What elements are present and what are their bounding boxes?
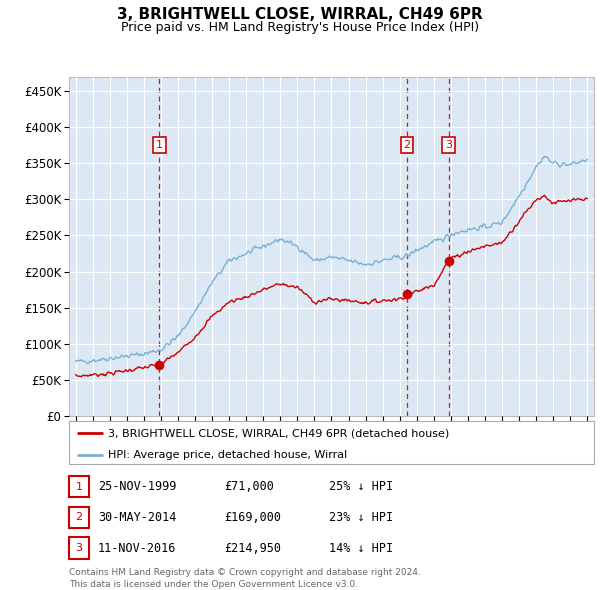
Text: 30-MAY-2014: 30-MAY-2014	[98, 511, 176, 524]
Text: £214,950: £214,950	[224, 542, 281, 555]
Text: £169,000: £169,000	[224, 511, 281, 524]
Text: 3, BRIGHTWELL CLOSE, WIRRAL, CH49 6PR: 3, BRIGHTWELL CLOSE, WIRRAL, CH49 6PR	[117, 7, 483, 22]
Text: 2: 2	[403, 140, 410, 150]
Text: Contains HM Land Registry data © Crown copyright and database right 2024.
This d: Contains HM Land Registry data © Crown c…	[69, 568, 421, 589]
Text: Price paid vs. HM Land Registry's House Price Index (HPI): Price paid vs. HM Land Registry's House …	[121, 21, 479, 34]
Text: 3, BRIGHTWELL CLOSE, WIRRAL, CH49 6PR (detached house): 3, BRIGHTWELL CLOSE, WIRRAL, CH49 6PR (d…	[109, 428, 449, 438]
Text: 3: 3	[445, 140, 452, 150]
Text: 1: 1	[156, 140, 163, 150]
Text: HPI: Average price, detached house, Wirral: HPI: Average price, detached house, Wirr…	[109, 450, 347, 460]
Text: £71,000: £71,000	[224, 480, 274, 493]
Text: 14% ↓ HPI: 14% ↓ HPI	[329, 542, 393, 555]
Text: 25-NOV-1999: 25-NOV-1999	[98, 480, 176, 493]
Text: 11-NOV-2016: 11-NOV-2016	[98, 542, 176, 555]
Text: 23% ↓ HPI: 23% ↓ HPI	[329, 511, 393, 524]
Text: 25% ↓ HPI: 25% ↓ HPI	[329, 480, 393, 493]
Text: 3: 3	[76, 543, 82, 553]
Text: 1: 1	[76, 482, 82, 491]
Text: 2: 2	[76, 513, 82, 522]
